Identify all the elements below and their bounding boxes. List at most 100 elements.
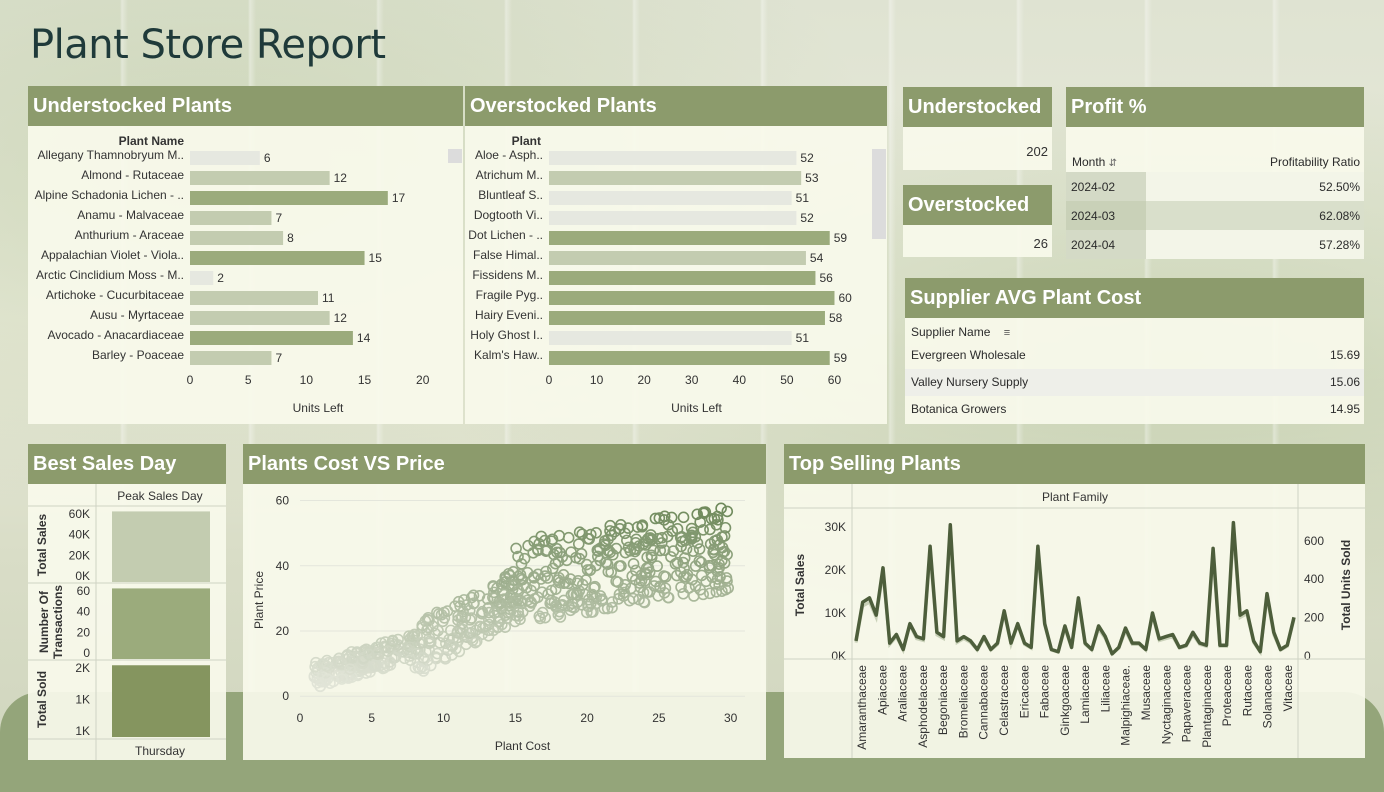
bar: [190, 191, 388, 205]
scatter-point: [638, 596, 651, 609]
scatter-point: [406, 647, 418, 660]
scatter-point: [381, 645, 394, 657]
bar: [190, 211, 272, 225]
scatter-point: [674, 566, 687, 578]
data-label: 11: [322, 291, 335, 305]
best-sales-day-panel: Best Sales Day Peak Sales Day 60K 40K 20K 0K…: [28, 444, 226, 760]
category-label: Barley - Poaceae: [92, 348, 184, 362]
scatter-point: [643, 586, 656, 598]
bar: [112, 665, 210, 737]
scatter-point: [467, 589, 480, 602]
scatter-point: [375, 659, 387, 671]
scatter-point: [388, 652, 400, 664]
scatter-point: [645, 551, 658, 564]
scatter-point: [576, 528, 589, 540]
supplier-name-header[interactable]: Supplier Name ≡: [911, 325, 1011, 339]
month-column-header[interactable]: Month ⇵: [1072, 155, 1118, 169]
x-tick-label: 0: [546, 373, 553, 387]
scatter-point: [651, 560, 663, 572]
bar: [190, 311, 330, 325]
category-label: Dogtooth Vi..: [474, 208, 543, 222]
scatter-point: [534, 612, 547, 625]
scatter-point: [677, 511, 690, 524]
scatter-point: [576, 578, 589, 591]
scatter-point: [487, 580, 499, 592]
scatter-point: [332, 655, 345, 668]
scatter-point: [659, 571, 672, 583]
scatter-point: [344, 663, 356, 675]
panel-title: Top Selling Plants: [784, 444, 1365, 484]
bar: [549, 191, 792, 205]
scatter-point: [482, 624, 494, 637]
row-label: Total Sales: [35, 513, 49, 576]
x-tick-label: 5: [368, 711, 375, 725]
y-tick-label: 40: [77, 605, 91, 619]
cost-vs-price-scatter: 0 20 40 60 0 5 10 15 20 25 30 Plant Cost Plant Price: [252, 494, 745, 753]
category-label: Appalachian Violet - Viola..: [41, 248, 184, 262]
scatter-point: [454, 600, 466, 612]
scatter-point: [627, 558, 640, 570]
scatter-point: [481, 593, 494, 605]
scatter-point: [570, 551, 582, 564]
scatter-point: [715, 502, 727, 515]
y-tick-label: 20K: [69, 548, 90, 562]
bar: [549, 291, 835, 305]
scatter-point: [572, 538, 585, 550]
bar: [112, 588, 210, 659]
scatter-point: [697, 506, 710, 519]
scatter-point: [549, 557, 562, 570]
bar: [190, 271, 214, 285]
scatter-point: [719, 583, 732, 596]
scatter-point: [666, 525, 679, 537]
bar: [549, 331, 792, 345]
scatter-point: [708, 548, 721, 561]
x-tick-label: 0: [297, 711, 304, 725]
sort-icon[interactable]: ⇵: [1108, 158, 1118, 169]
scatter-point: [718, 557, 731, 569]
scatter-point: [606, 596, 619, 608]
scatter-point: [366, 661, 379, 674]
scatter-point: [662, 591, 674, 604]
category-label: False Himal..: [473, 248, 543, 262]
scatter-point: [518, 552, 531, 565]
scatter-point: [422, 621, 434, 634]
bar: [112, 511, 210, 582]
month-cell: 2024-03: [1066, 201, 1146, 230]
scatter-point: [631, 521, 644, 533]
scatter-point: [612, 593, 625, 605]
scatter-point: [553, 546, 566, 559]
supplier-name: Evergreen Wholesale: [911, 348, 1026, 362]
scatter-point: [605, 566, 617, 578]
y-left-tick-label: 20K: [825, 563, 846, 577]
row-label: Number Of: [37, 590, 51, 653]
scatter-point: [327, 675, 340, 688]
scatter-point: [580, 606, 593, 619]
scatter-point: [695, 556, 708, 569]
scatter-point: [708, 544, 720, 556]
panel-title: Understocked Plants: [28, 86, 463, 126]
x-tick-label: 30: [724, 711, 738, 725]
scatter-point: [467, 597, 480, 610]
x-tick-label: 15: [358, 373, 372, 387]
scatter-point: [311, 676, 324, 689]
ratio-cell: 52.50%: [1146, 172, 1364, 201]
data-label: 52: [800, 151, 814, 165]
scatter-point: [516, 606, 529, 618]
x-tick-label: Araliaceae: [896, 665, 910, 722]
x-tick-label: 25: [652, 711, 666, 725]
x-axis-title: Units Left: [671, 401, 722, 415]
scatter-point: [371, 648, 384, 661]
x-tick-label: 10: [437, 711, 451, 725]
scatter-point: [694, 583, 706, 596]
scatter-point: [655, 537, 668, 549]
data-label: 7: [275, 211, 282, 225]
category-label: Allegany Thamnobryum M..: [37, 148, 184, 162]
scatter-point: [716, 531, 728, 543]
sort-icon[interactable]: ≡: [1003, 327, 1011, 339]
scatter-point: [445, 639, 457, 651]
category-label: Kalm's Haw..: [474, 348, 543, 362]
y-tick-label: 60: [276, 494, 290, 508]
scatter-point: [546, 533, 559, 546]
bar: [549, 311, 825, 325]
scatter-point: [575, 599, 588, 611]
